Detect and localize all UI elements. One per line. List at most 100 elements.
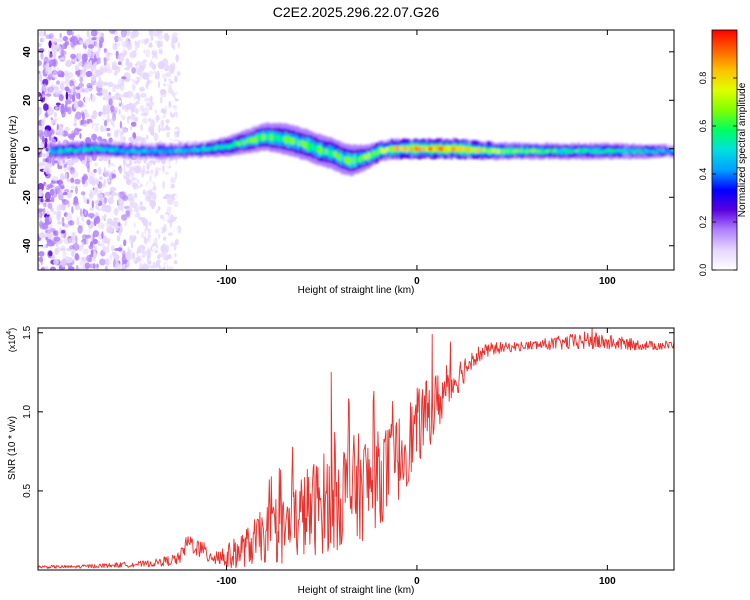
ridge-cell [669, 149, 673, 155]
noise-speckle [75, 264, 79, 270]
noise-speckle [125, 40, 132, 48]
ridge-cell [411, 147, 414, 152]
noise-speckle [113, 258, 116, 268]
snr-scale-prefix: (x10 [7, 335, 17, 353]
noise-speckle [99, 32, 104, 38]
noise-speckle [147, 170, 150, 175]
noise-speckle [71, 206, 74, 214]
noise-speckle [128, 235, 134, 244]
noise-speckle [155, 36, 158, 43]
noise-speckle [174, 239, 179, 246]
noise-speckle [92, 230, 100, 238]
ridge-cell [107, 147, 110, 151]
noise-speckle [38, 146, 42, 153]
noise-speckle [147, 181, 154, 190]
ridge-cell [534, 149, 537, 153]
ridge-cell [501, 149, 505, 154]
noise-speckle [158, 124, 161, 134]
x-tick-label: 0 [414, 276, 420, 287]
ridge-cell [627, 149, 630, 153]
ridge-cell [424, 146, 427, 151]
ridge-cell [359, 155, 362, 162]
noise-speckle [170, 49, 176, 55]
ridge-cell [388, 146, 392, 151]
noise-speckle [147, 229, 151, 234]
noise-speckle [162, 73, 166, 79]
noise-speckle [149, 199, 157, 208]
ridge-cell [198, 148, 201, 152]
noise-speckle [110, 186, 115, 195]
ridge-cell [88, 147, 92, 152]
noise-speckle [125, 158, 130, 165]
noise-speckle [106, 229, 114, 233]
noise-speckle [173, 131, 179, 138]
ridge-cell [140, 148, 143, 153]
ridge-cell [345, 156, 349, 164]
noise-speckle [161, 58, 169, 68]
noise-speckle [164, 161, 170, 170]
noise-speckle [173, 37, 178, 44]
ridge-cell [548, 149, 551, 153]
noise-speckle [53, 50, 57, 58]
noise-speckle [71, 95, 75, 101]
ridge-cell [380, 148, 383, 153]
ridge-cell [431, 146, 434, 151]
ridge-cell [243, 140, 246, 146]
noise-speckle [162, 180, 165, 190]
ridge-cell [628, 150, 631, 154]
noise-speckle [124, 66, 131, 71]
noise-speckle [123, 166, 126, 175]
noise-speckle [106, 218, 113, 225]
noise-speckle [163, 32, 169, 40]
ridge-cell [366, 153, 369, 159]
noise-speckle [128, 31, 135, 36]
ridge-cell [412, 146, 415, 151]
spectrogram-y-ticks: -40 -20 0 20 40 [22, 46, 674, 253]
noise-speckle [123, 227, 130, 234]
noise-speckle [59, 204, 67, 210]
noise-speckle [59, 83, 64, 90]
noise-speckle [76, 92, 81, 100]
noise-speckle [116, 235, 121, 242]
noise-speckle [45, 93, 52, 97]
ridge-cell [438, 146, 441, 151]
ridge-cell [207, 147, 210, 151]
ridge-cell [183, 148, 186, 153]
noise-speckle [133, 221, 136, 229]
noise-speckle [55, 102, 61, 106]
noise-speckle [62, 250, 67, 260]
noise-speckle [98, 157, 104, 162]
noise-speckle [76, 128, 83, 132]
noise-speckle [157, 169, 160, 178]
ridge-cell [282, 135, 285, 143]
noise-speckle [164, 72, 172, 78]
noise-speckle [157, 80, 161, 89]
ridge-cell [462, 146, 465, 151]
ridge-cell [465, 147, 469, 152]
x-tick-label: 0 [414, 576, 420, 587]
noise-speckle [82, 248, 89, 255]
noise-speckle [110, 125, 114, 135]
ridge-cell [59, 148, 62, 153]
ridge-cell [440, 147, 443, 152]
ridge-cell [471, 147, 474, 152]
ridge-cell [519, 149, 522, 153]
noise-speckle [54, 186, 61, 194]
noise-speckle [57, 73, 63, 78]
ridge-cell [603, 149, 606, 154]
noise-speckle [78, 266, 86, 270]
noise-speckle [70, 189, 74, 193]
noise-speckle [82, 66, 87, 72]
noise-speckle [144, 38, 149, 45]
noise-speckle [79, 133, 82, 139]
noise-speckle [44, 142, 48, 149]
noise-speckle [103, 191, 110, 195]
ridge-cell [124, 149, 128, 154]
noise-speckle [55, 230, 59, 237]
snr-series-line [38, 328, 674, 569]
ridge-cell [635, 149, 638, 153]
noise-speckle [52, 210, 58, 215]
y-tick-label: 40 [22, 46, 33, 58]
svg-text:(x104): (x104) [6, 328, 17, 352]
noise-speckle [38, 208, 44, 213]
